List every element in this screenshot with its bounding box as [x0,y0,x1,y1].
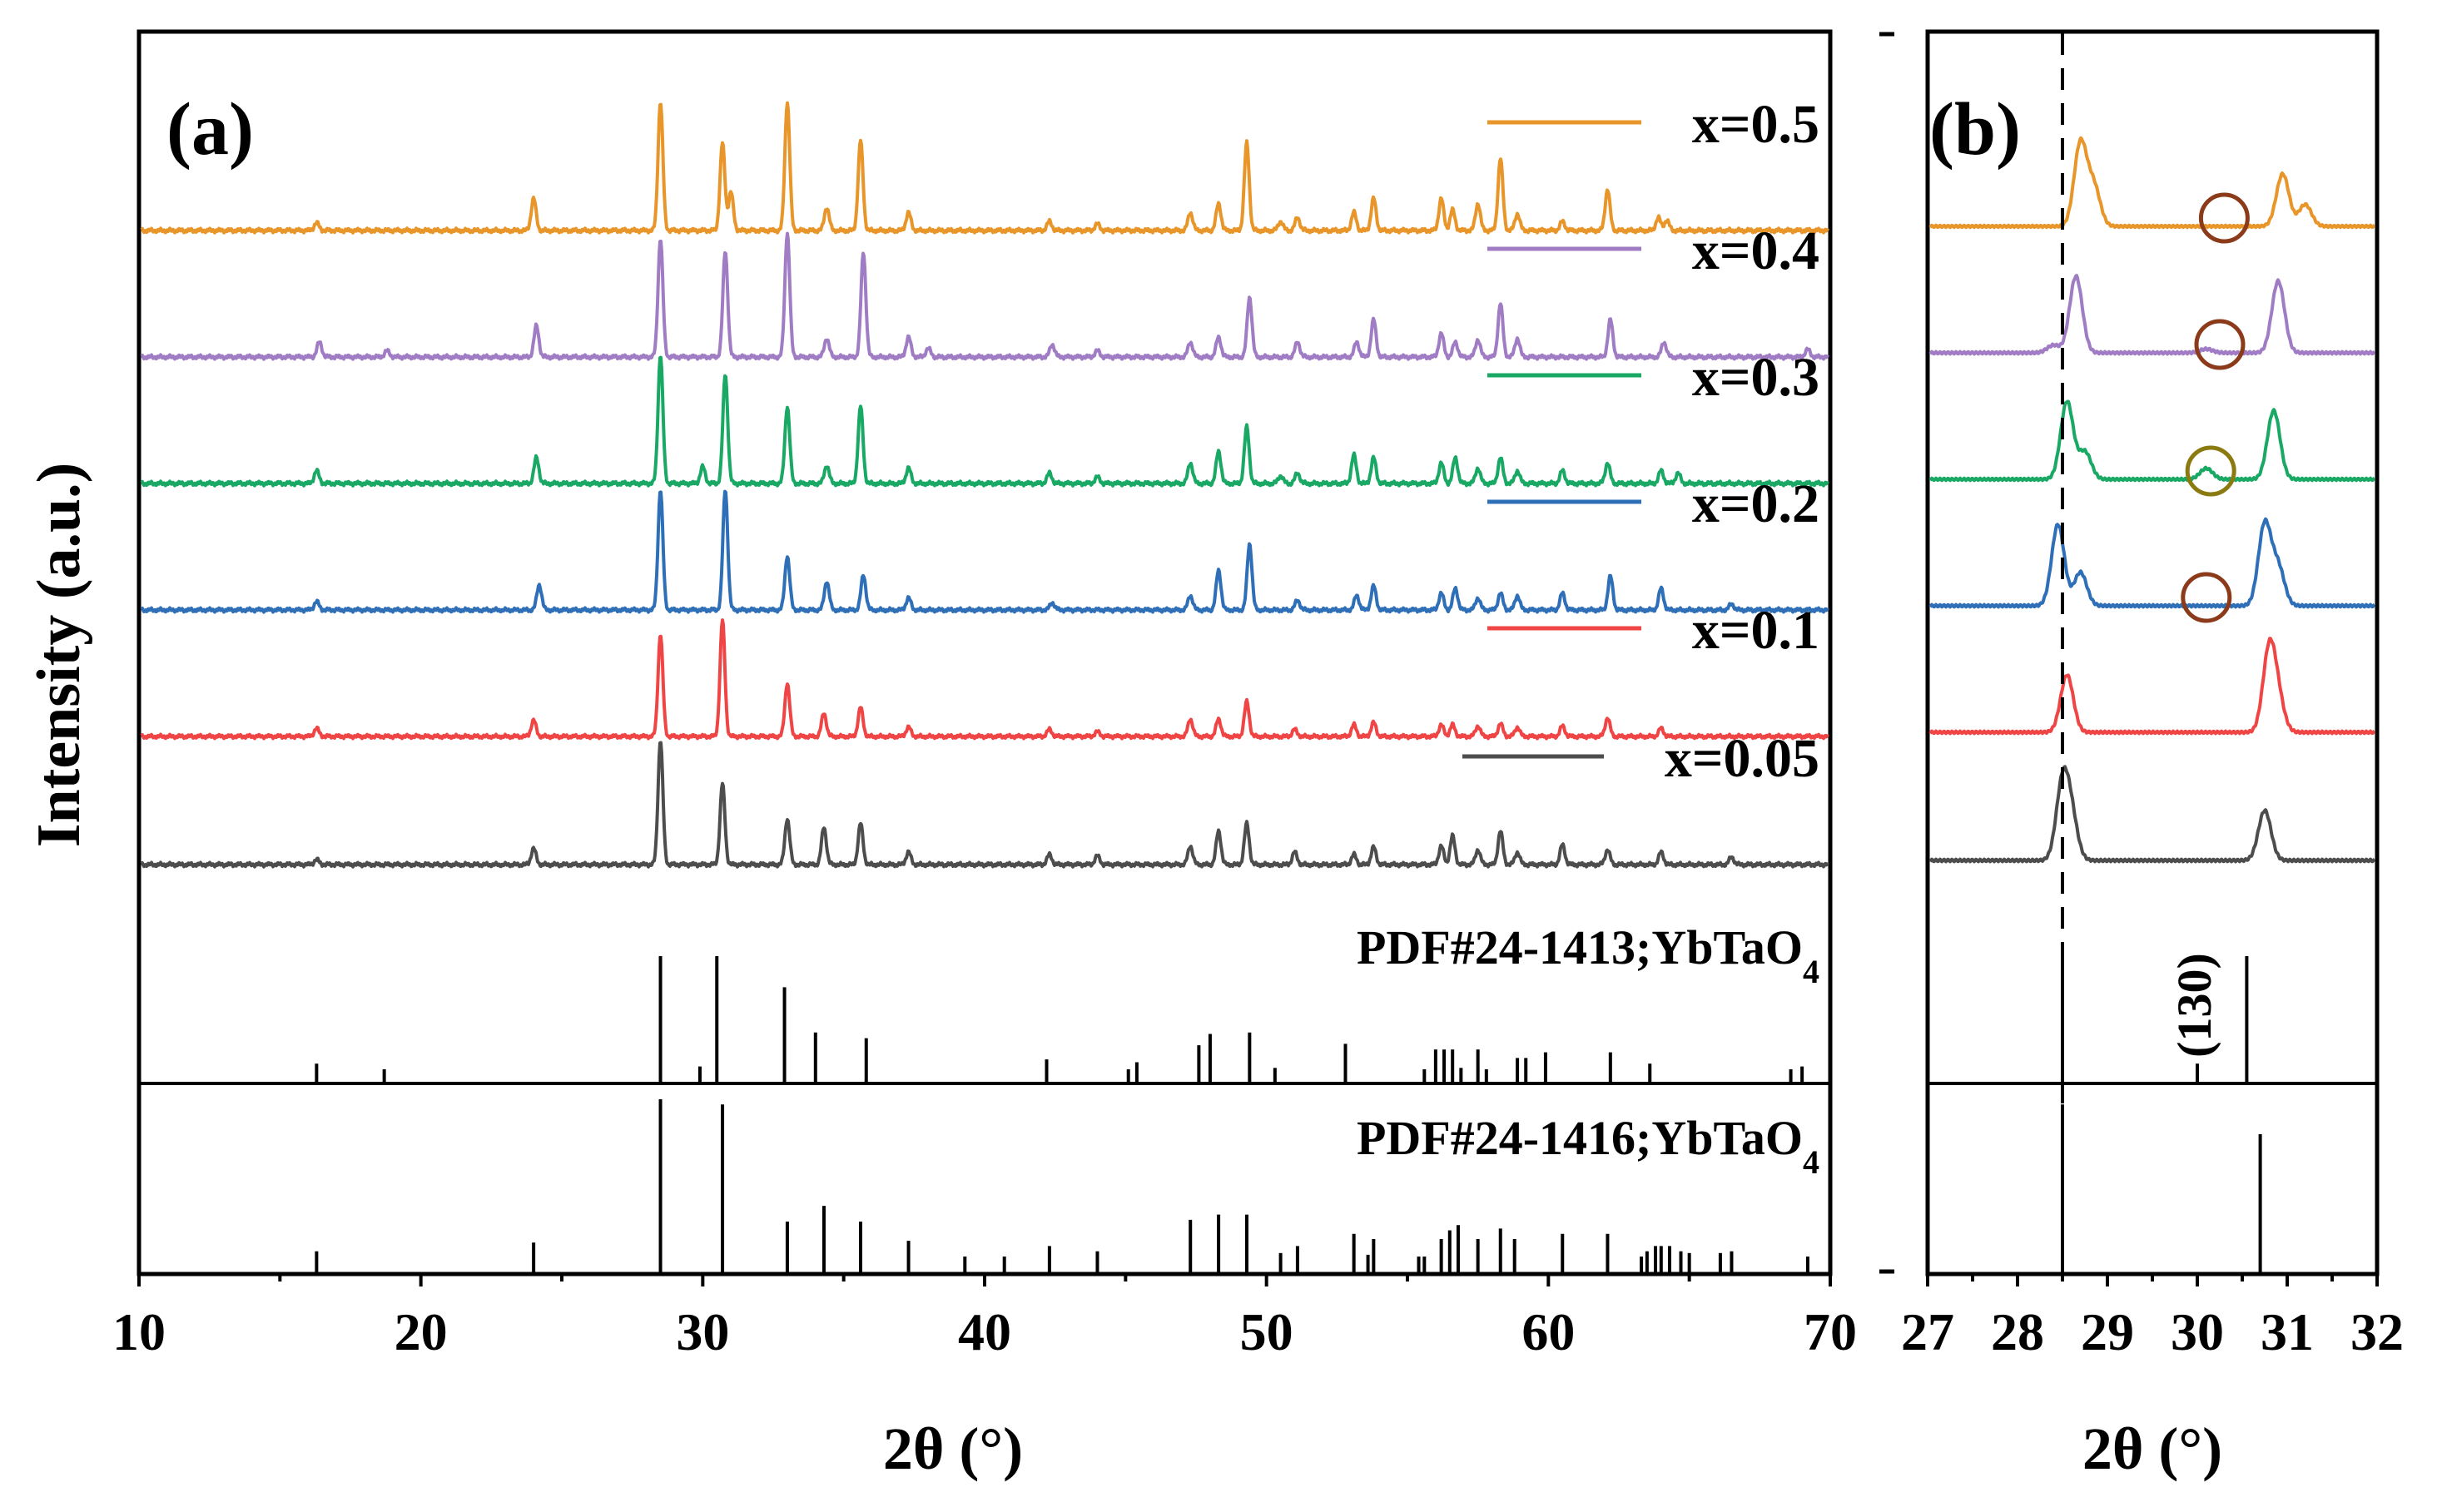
panel-a: (a) x=0.5 x=0.4 x=0.3 x=0.2 x=0.1 x=0.05 PDF#2… [112,29,1857,1482]
x-tick-label-a-10: 10 [112,1302,166,1361]
panel-b-series-line-x-0-05 [1928,765,2376,864]
panel-a-frame [136,29,1833,1277]
series-line-x-0-5 [140,101,1829,235]
panel-b-series-line-x-0-3 [1928,399,2376,483]
legend-label-x-0-05: x=0.05 [1665,728,1819,789]
x-tick-label-a-60: 60 [1521,1302,1575,1361]
panel-b-series-line-x-0-5 [1928,136,2376,230]
ref2-label: PDF#24-1416;YbTaO4 [1357,1111,1819,1181]
highlight-circle-x-0-4 [2194,319,2246,370]
panel-a-plot: x=0.5 x=0.4 x=0.3 x=0.2 x=0.1 x=0.05 PDF#24-14… [140,94,1829,1274]
legend-label-x-0-5: x=0.5 [1692,94,1819,155]
x-tick-label-b-32: 32 [2350,1302,2404,1361]
x-tick-label-b-31: 31 [2261,1302,2314,1361]
x-tick-label-a-20: 20 [395,1302,448,1361]
x-tick-label-b-28: 28 [1991,1302,2044,1361]
legend-label-x-0-1: x=0.1 [1692,600,1819,661]
panel-b-plot: (130) [1928,33,2376,1274]
panel-b-frame [1925,29,2380,1277]
x-tick-label-a-40: 40 [958,1302,1011,1361]
panel-a-x-axis-title: 2θ (°) [883,1415,1023,1482]
panel-b-series-line-x-0-2 [1928,517,2376,609]
highlight-circle-x-0-2 [2181,572,2232,623]
y-axis-title: Intensity (a.u.) [25,463,93,848]
panel-b: (b) (130) 27 28 29 30 31 32 2θ (°) [1901,29,2404,1482]
x-tick-label-a-70: 70 [1804,1302,1857,1361]
x-tick-label-b-30: 30 [2171,1302,2224,1361]
series-line-x-0-4 [140,231,1829,361]
legend-label-x-0-2: x=0.2 [1692,473,1819,534]
x-tick-label-a-50: 50 [1240,1302,1293,1361]
x-tick-label-a-30: 30 [676,1302,729,1361]
hkl-annotation-130: (130) [2167,953,2221,1058]
x-tick-label-b-29: 29 [2081,1302,2134,1361]
highlight-circle-x-0-3 [2185,445,2236,497]
ref1-label: PDF#24-1413;YbTaO4 [1357,920,1819,990]
legend-label-x-0-3: x=0.3 [1692,347,1819,408]
panel-b-label: (b) [1929,88,2021,171]
series-line-x-0-3 [140,355,1829,488]
series-line-x-0-2 [140,489,1829,614]
panel-b-series-line-x-0-4 [1928,274,2376,356]
series-line-x-0-1 [140,618,1829,741]
panel-b-series-line-x-0-1 [1928,637,2376,736]
panel-b-x-axis-title: 2θ (°) [2082,1415,2222,1482]
panel-b-x-ticks: 27 28 29 30 31 32 [1901,1274,2404,1361]
x-tick-label-b-27: 27 [1901,1302,1954,1361]
series-line-x-0-05 [140,741,1829,869]
panel-a-x-ticks: 10 20 30 40 50 60 70 [112,1274,1857,1361]
highlight-circle-x-0-5 [2198,192,2250,244]
panel-a-label: (a) [166,88,254,171]
legend-label-x-0-4: x=0.4 [1692,221,1819,281]
